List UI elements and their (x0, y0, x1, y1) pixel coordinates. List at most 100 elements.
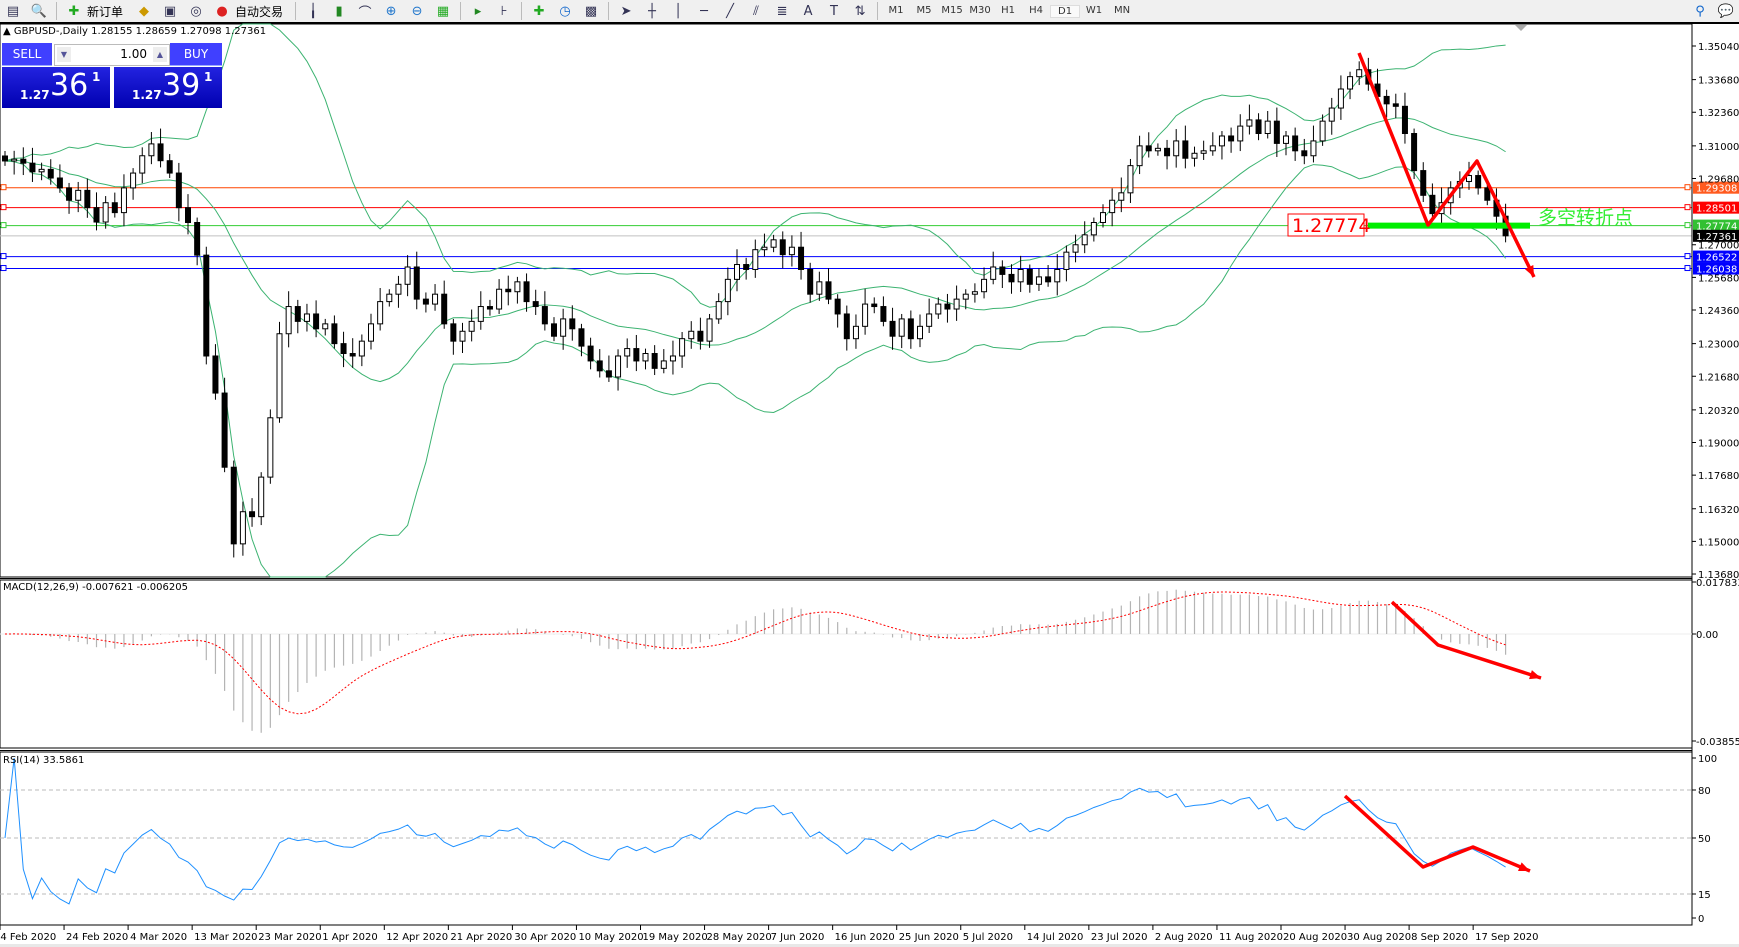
candle (175, 162, 182, 222)
timeframe-m1[interactable]: M1 (888, 4, 904, 16)
fibonacci-icon[interactable]: ≣ (776, 3, 788, 19)
candle (907, 310, 914, 349)
candle (615, 349, 622, 391)
candle (468, 309, 475, 342)
templates-icon[interactable]: ▩ (584, 3, 598, 19)
price-line-label-bg (1693, 250, 1739, 263)
signals-icon[interactable]: ◎ (190, 3, 202, 19)
auto-trading-icon[interactable]: ● (216, 3, 228, 19)
candle-body (1045, 276, 1052, 283)
candle-body (669, 355, 676, 362)
equidistant-channel-icon[interactable]: ⫽ (753, 3, 759, 19)
market-watch-icon[interactable]: ▤ (6, 3, 20, 19)
buy-button[interactable]: BUY (170, 43, 222, 66)
macd-axis-label: 0.00 (1696, 630, 1718, 641)
candle-body (1072, 244, 1079, 253)
lot-decrease-icon[interactable]: ▼ (57, 47, 71, 62)
horizontal-line-icon[interactable]: ─ (700, 3, 708, 19)
price-axis-label: 1.17680 (1698, 471, 1739, 482)
periods-icon[interactable]: ◷ (559, 3, 571, 19)
candle (486, 299, 493, 316)
candle (404, 255, 411, 297)
candle-body (1008, 273, 1015, 283)
candle-body (413, 266, 420, 300)
time-axis-label: 28 May 2020 (707, 932, 772, 943)
arrows-icon[interactable]: ⇅ (854, 3, 866, 19)
timeframe-m5[interactable]: M5 (916, 4, 932, 16)
candle (1090, 217, 1097, 242)
candle-body (1392, 103, 1399, 107)
candle-body (1337, 88, 1344, 109)
candle (770, 234, 777, 253)
candle (1273, 107, 1280, 157)
auto-trading-button[interactable]: 自动交易 (235, 4, 284, 19)
candle (761, 233, 768, 257)
timeframe-w1[interactable]: W1 (1085, 4, 1103, 16)
timeframe-m15[interactable]: M15 (941, 4, 963, 16)
candle (697, 317, 704, 350)
zoom-in-icon[interactable]: ⊕ (385, 3, 397, 19)
trendline-icon[interactable]: ╱ (726, 3, 734, 19)
time-axis-label: 30 Aug 2020 (1347, 932, 1411, 943)
candle-body (157, 143, 164, 162)
candle (258, 472, 265, 526)
candle (779, 231, 786, 269)
terminal-icon[interactable]: ▣ (163, 3, 177, 19)
cursor-icon[interactable]: ➤ (620, 3, 632, 19)
rsi-axis-label: 100 (1698, 754, 1717, 765)
candlestick-icon[interactable]: ▮ (335, 3, 343, 19)
candle (1072, 234, 1079, 263)
candle (541, 291, 548, 331)
indicators-icon[interactable]: ✚ (533, 3, 545, 19)
new-order-icon[interactable]: ✚ (68, 3, 80, 19)
timeframe-m30[interactable]: M30 (969, 4, 991, 16)
text-label-icon[interactable]: T (830, 3, 838, 19)
candle-body (532, 301, 539, 308)
vertical-line-icon[interactable]: │ (674, 3, 682, 19)
timeframe-mn[interactable]: MN (1113, 4, 1131, 16)
candle-body (917, 325, 923, 340)
line-chart-icon[interactable]: ⌒ (358, 5, 372, 21)
timeframe-h4[interactable]: H4 (1029, 4, 1043, 16)
chat-icon[interactable]: 💬 (1717, 3, 1735, 19)
candle (1319, 114, 1326, 146)
candle (93, 192, 100, 231)
toolbar-divider (608, 2, 610, 20)
text-icon[interactable]: A (803, 3, 813, 19)
price-line-label-bg (1693, 201, 1739, 214)
lot-increase-icon[interactable]: ▲ (153, 47, 167, 62)
candle-body (798, 246, 805, 270)
candle-body (56, 177, 63, 189)
timeframe-d1[interactable]: D1 (1050, 4, 1081, 18)
search-icon[interactable]: ⚲ (1695, 3, 1705, 19)
candle-body (404, 266, 411, 285)
chart-shift-icon[interactable]: ⊦ (500, 3, 508, 19)
buy-price[interactable]: 1.27 39 1 (114, 67, 222, 108)
bar-chart-icon[interactable]: ╽ (309, 3, 317, 19)
meta-editor-icon[interactable]: ◆ (139, 3, 150, 19)
zoom-out-icon[interactable]: ⊖ (411, 3, 423, 19)
new-order-button[interactable]: 新订单 (87, 4, 124, 19)
tile-windows-icon[interactable]: ▦ (436, 3, 450, 19)
time-axis-label: 10 May 2020 (578, 932, 643, 943)
price-axis-label: 1.32360 (1698, 108, 1739, 119)
candle (130, 168, 137, 200)
price-axis-label: 1.23000 (1698, 340, 1739, 351)
time-axis-label: 16 Jun 2020 (835, 932, 895, 943)
candle-body (1301, 150, 1308, 157)
candle (1246, 104, 1253, 135)
lot-size-input[interactable]: 1.00 (120, 47, 147, 61)
candle (852, 314, 859, 349)
candle-body (303, 313, 310, 322)
lot-size-stepper[interactable]: ▼ 1.00 ▲ (54, 44, 170, 66)
auto-scroll-icon[interactable]: ▸ (474, 3, 482, 19)
crosshair-icon[interactable]: ┼ (648, 3, 656, 19)
timeframe-h1[interactable]: H1 (1001, 4, 1015, 16)
sell-button[interactable]: SELL (2, 43, 52, 66)
sell-price[interactable]: 1.27 36 1 (2, 67, 110, 108)
data-window-icon[interactable]: 🔍 (30, 3, 48, 19)
rsi-axis-label: 80 (1698, 786, 1711, 797)
candle-body (1145, 145, 1152, 152)
candle (1200, 140, 1207, 160)
